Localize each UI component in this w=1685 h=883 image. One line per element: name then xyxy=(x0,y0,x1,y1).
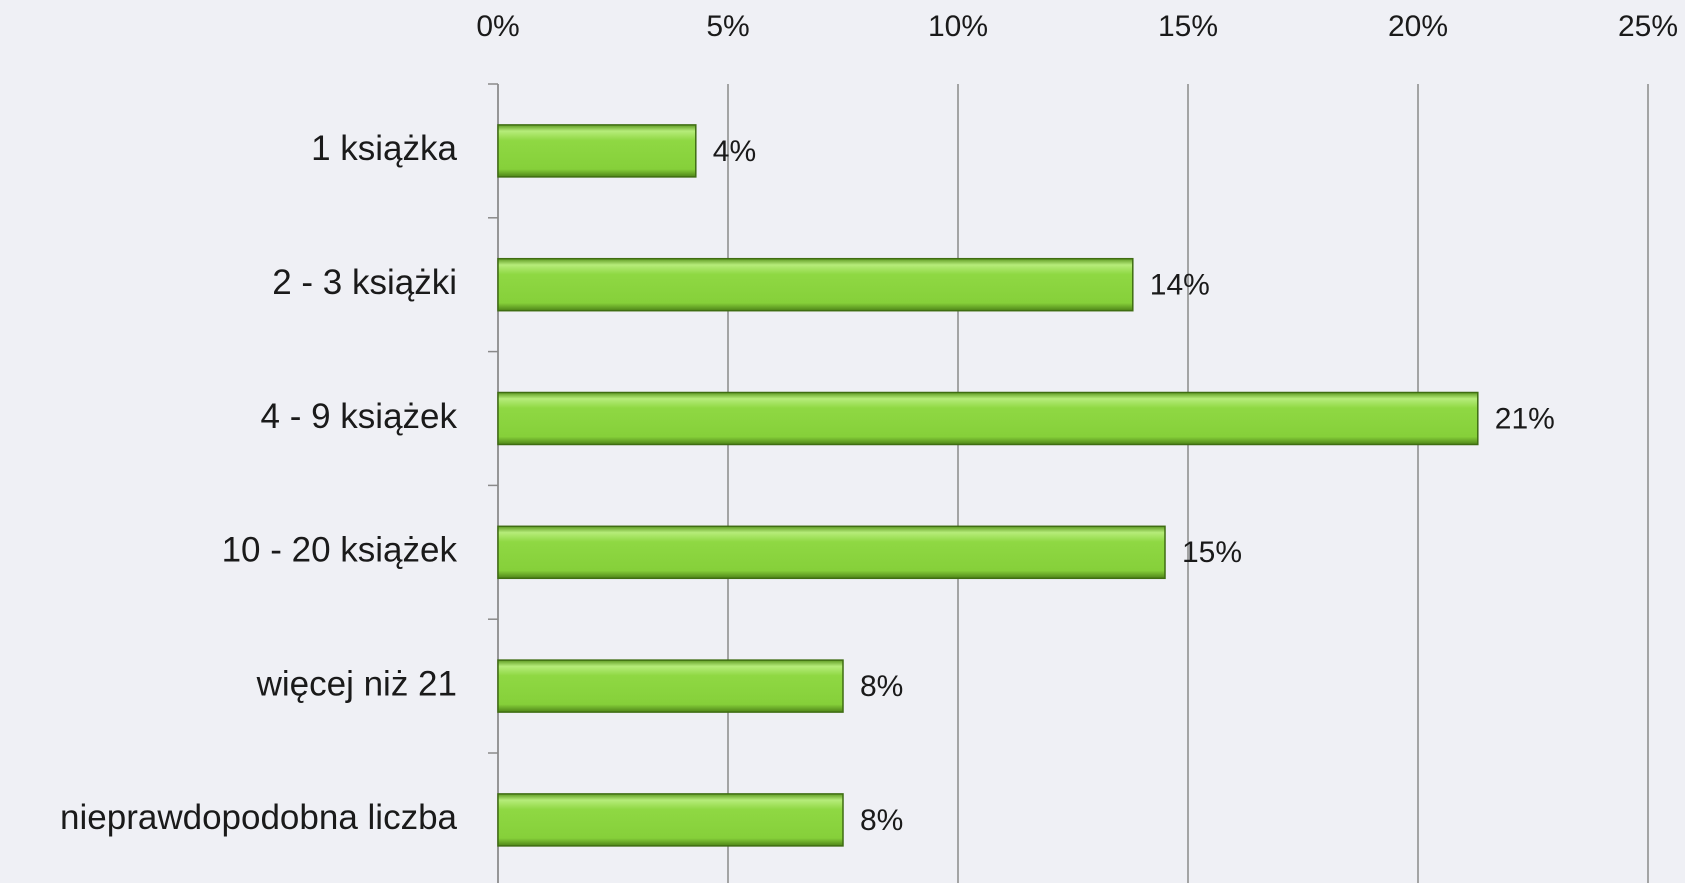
y-tick-label: 2 - 3 książki xyxy=(272,263,457,302)
y-tick-label: nieprawdopodobna liczba xyxy=(60,798,457,837)
x-tick-label: 0% xyxy=(476,10,519,43)
bar xyxy=(497,525,1166,580)
value-label: 14% xyxy=(1150,269,1210,302)
x-tick-label: 25% xyxy=(1618,10,1678,43)
y-tick-label: 1 książka xyxy=(311,129,457,168)
y-tick-label: 4 - 9 książek xyxy=(261,397,458,436)
value-label: 21% xyxy=(1495,402,1555,435)
bar xyxy=(497,257,1134,312)
y-tick-label: 10 - 20 książek xyxy=(222,531,458,570)
value-label: 8% xyxy=(860,670,903,703)
x-tick-label: 5% xyxy=(706,10,749,43)
value-label: 15% xyxy=(1182,536,1242,569)
x-tick-label: 15% xyxy=(1158,10,1218,43)
bar xyxy=(497,391,1479,446)
bar xyxy=(497,124,697,178)
x-tick-label: 10% xyxy=(928,10,988,43)
y-tick-label: więcej niż 21 xyxy=(256,664,457,703)
bar xyxy=(497,793,844,847)
value-label: 4% xyxy=(713,135,756,168)
value-label: 8% xyxy=(860,804,903,837)
x-tick-label: 20% xyxy=(1388,10,1448,43)
bar xyxy=(497,659,844,713)
